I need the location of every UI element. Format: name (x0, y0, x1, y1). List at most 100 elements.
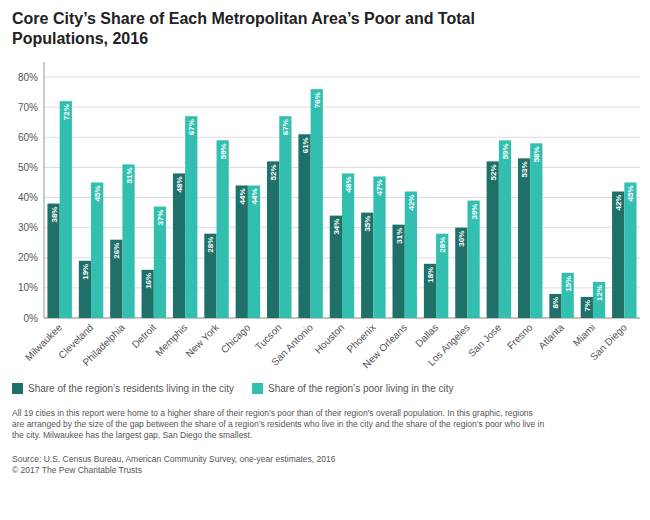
data-label: 47% (375, 179, 384, 195)
data-label: 31% (395, 228, 404, 244)
data-label: 26% (112, 243, 121, 259)
annotation-line: All 19 cities in this report were home t… (12, 408, 533, 418)
bar (581, 297, 593, 318)
y-tick-label: 30% (18, 222, 38, 233)
bar (455, 228, 467, 318)
x-tick-label: New Orleans (360, 322, 409, 371)
data-label: 42% (614, 195, 623, 211)
data-label: 59% (219, 143, 228, 159)
data-label: 45% (626, 185, 635, 201)
x-tick-label: Los Angeles (426, 322, 472, 368)
y-tick-label: 10% (18, 282, 38, 293)
data-label: 8% (551, 297, 560, 309)
chart: Core City’s Share of Each Metropolitan A… (0, 0, 650, 520)
bar (267, 161, 279, 318)
data-label: 53% (520, 161, 529, 177)
bar (549, 294, 561, 318)
bar (499, 140, 511, 318)
bar (311, 89, 323, 318)
data-label: 67% (187, 119, 196, 135)
bar (122, 164, 134, 318)
grid-line (44, 137, 640, 138)
bar (47, 204, 59, 318)
x-tick-label: San Antonio (269, 321, 315, 367)
y-tick-label: 40% (18, 192, 38, 203)
annotation: All 19 cities in this report were home t… (12, 408, 544, 440)
y-tick-label: 0% (24, 313, 39, 324)
bar (487, 161, 499, 318)
data-label: 42% (407, 195, 416, 211)
data-label: 48% (175, 176, 184, 192)
data-label: 45% (93, 185, 102, 201)
bar (467, 201, 479, 318)
bar (518, 158, 530, 318)
bar (185, 116, 197, 318)
data-label: 59% (501, 143, 510, 159)
bar (217, 140, 229, 318)
bar (79, 261, 91, 318)
bar (91, 182, 103, 318)
annotation-line: are arranged by the size of the gap betw… (12, 419, 544, 429)
bar (612, 192, 624, 318)
title: Core City’s Share of Each Metropolitan A… (12, 10, 475, 47)
data-labels: 38%19%26%16%48%28%44%52%61%34%35%31%18%3… (50, 92, 636, 311)
data-label: 39% (470, 204, 479, 220)
legend-swatch (12, 383, 23, 394)
data-label: 16% (144, 273, 153, 289)
legend-entry: Share of the region’s poor living in the… (268, 383, 453, 394)
bar (110, 240, 122, 318)
bar (248, 185, 260, 318)
grid-line (44, 77, 640, 78)
data-label: 19% (81, 264, 90, 280)
x-tick-label: Philadelphia (81, 321, 128, 368)
bars (47, 89, 636, 318)
data-label: 38% (50, 207, 59, 223)
bar (298, 134, 310, 318)
data-label: 28% (206, 237, 215, 253)
data-label: 34% (332, 219, 341, 235)
bar (60, 101, 72, 318)
x-tick-label: Detroit (130, 321, 159, 350)
data-label: 52% (489, 164, 498, 180)
x-tick-label: Tucson (253, 322, 284, 353)
bar (424, 264, 436, 318)
bar (361, 213, 373, 318)
data-label: 48% (344, 176, 353, 192)
bar (279, 116, 291, 318)
annotation-line: the city. Milwaukee has the largest gap,… (12, 430, 252, 440)
data-label: 44% (250, 188, 259, 204)
grid-line (44, 107, 640, 108)
x-tick-label: Fresno (505, 321, 535, 351)
bar (393, 225, 405, 318)
x-tick-label: Dallas (413, 322, 440, 349)
data-label: 7% (583, 300, 592, 312)
x-tick-label: Miami (571, 322, 598, 349)
data-label: 37% (156, 210, 165, 226)
data-label: 58% (532, 146, 541, 162)
bar (436, 234, 448, 318)
y-tick-label: 60% (18, 132, 38, 143)
data-label: 18% (426, 267, 435, 283)
bar (530, 143, 542, 318)
bar (236, 185, 248, 318)
bar (562, 273, 574, 318)
bar (405, 192, 417, 318)
bar (173, 173, 185, 318)
y-tick-label: 20% (18, 252, 38, 263)
data-label: 72% (62, 104, 71, 120)
annotation-line: Source: U.S. Census Bureau, American Com… (12, 454, 336, 464)
annotation-line: © 2017 The Pew Charitable Trusts (12, 465, 142, 475)
legend-entry: Share of the region’s residents living i… (28, 383, 234, 394)
data-label: 67% (281, 119, 290, 135)
data-label: 44% (238, 188, 247, 204)
data-label: 12% (595, 285, 604, 301)
bar (593, 282, 605, 318)
bar (154, 207, 166, 318)
x-tick-label: New York (183, 321, 221, 359)
annotation: Source: U.S. Census Bureau, American Com… (12, 454, 336, 475)
title-line: Populations, 2016 (12, 30, 148, 47)
data-label: 51% (125, 167, 134, 183)
data-label: 30% (457, 231, 466, 247)
data-label: 28% (438, 237, 447, 253)
x-tick-label: Atlanta (536, 321, 566, 351)
